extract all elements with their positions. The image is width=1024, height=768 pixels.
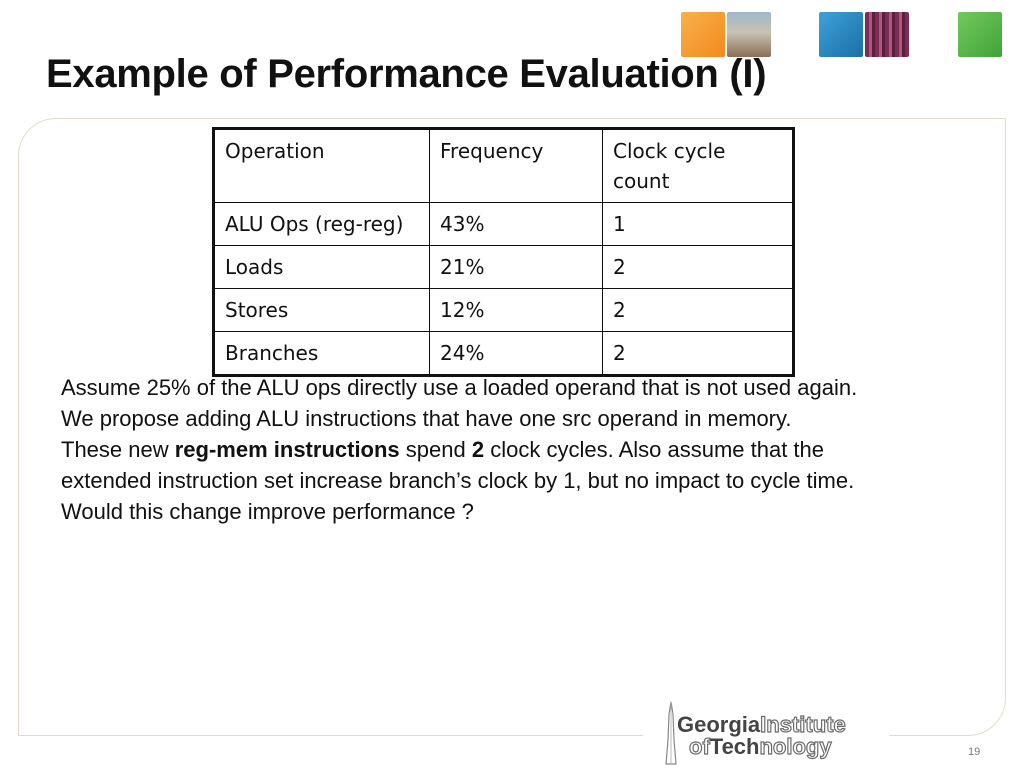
body-line: These new reg-mem instructions spend 2 c… — [61, 434, 1001, 465]
logo-tech: Tech — [709, 734, 760, 759]
page-number: 19 — [968, 746, 981, 758]
cell-cycles: 2 — [602, 288, 794, 332]
performance-table: Operation Frequency Clock cycle count AL… — [212, 127, 795, 377]
bold-term-cycles: 2 — [471, 437, 485, 462]
cell-operation: ALU Ops (reg-reg) — [213, 202, 430, 246]
body-text-span: These new — [61, 437, 175, 462]
logo-institute: Institute — [760, 712, 847, 737]
table-row: Branches 24% 2 — [213, 331, 794, 376]
logo-line-1: GeorgiaInstitute — [677, 712, 847, 737]
header-clock-cycle-count: Clock cycle count — [602, 128, 794, 203]
cell-frequency: 24% — [429, 331, 603, 376]
body-line: Assume 25% of the ALU ops directly use a… — [61, 375, 858, 400]
body-text-span: clock cycles. Also assume that the — [484, 437, 825, 462]
cell-operation: Loads — [213, 245, 430, 289]
decorative-chip-photo — [865, 12, 909, 57]
table-row: Loads 21% 2 — [213, 245, 794, 289]
cell-frequency: 21% — [429, 245, 603, 289]
decorative-blue-tile — [819, 12, 863, 57]
logo-background — [643, 702, 889, 768]
table-row: Stores 12% 2 — [213, 288, 794, 332]
slide-title: Example of Performance Evaluation (I) — [46, 52, 767, 96]
cell-operation: Branches — [213, 331, 430, 376]
body-line: We propose adding ALU instructions that … — [61, 406, 792, 431]
bold-term-reg-mem: reg-mem instructions — [174, 437, 400, 462]
content-frame — [18, 118, 1006, 736]
header-frequency: Frequency — [429, 128, 603, 203]
problem-statement: Assume 25% of the ALU ops directly use a… — [61, 372, 1001, 527]
body-line: extended instruction set increase branch… — [61, 468, 855, 493]
decorative-orange-tile — [681, 12, 725, 57]
cell-frequency: 43% — [429, 202, 603, 246]
logo-georgia: Georgia — [677, 712, 761, 737]
logo-of: of — [688, 734, 710, 759]
cell-frequency: 12% — [429, 288, 603, 332]
cell-cycles: 2 — [602, 331, 794, 376]
cell-cycles: 2 — [602, 245, 794, 289]
header-operation: Operation — [213, 128, 430, 203]
logo-nology: nology — [759, 734, 832, 759]
decorative-green-tile — [958, 12, 1002, 57]
georgia-tech-logo: GeorgiaInstitute ofTechnology — [677, 712, 847, 759]
cell-cycles: 1 — [602, 202, 794, 246]
body-text-span: spend — [399, 437, 472, 462]
body-line: Would this change improve performance ? — [61, 499, 474, 524]
logo-line-2: ofTechnology — [677, 734, 846, 759]
decorative-campus-photo — [727, 12, 771, 57]
cell-operation: Stores — [213, 288, 430, 332]
tech-tower-icon — [665, 701, 677, 765]
table-row: ALU Ops (reg-reg) 43% 1 — [213, 202, 794, 246]
table-header-row: Operation Frequency Clock cycle count — [213, 128, 794, 203]
